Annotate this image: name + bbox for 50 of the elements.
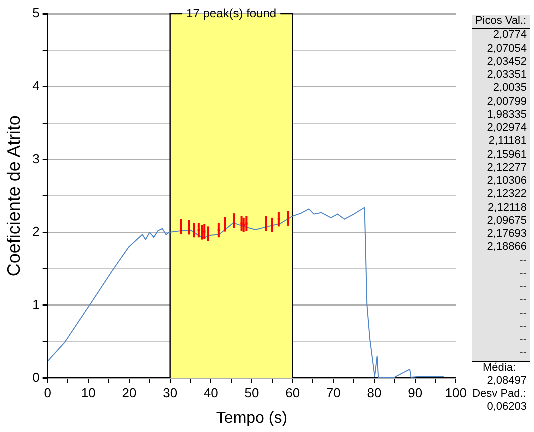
text: 2,0035 bbox=[492, 82, 528, 96]
y-tick-label: 2 bbox=[32, 224, 40, 240]
text: 2,03452 bbox=[486, 56, 528, 69]
text: 2,03351 bbox=[486, 69, 528, 82]
text: 2,17693 bbox=[486, 228, 528, 242]
x-tick-label: 10 bbox=[81, 386, 96, 401]
text: -- bbox=[518, 268, 528, 281]
text: 2,11181 bbox=[488, 135, 528, 148]
text: 0,06203 bbox=[486, 401, 527, 414]
x-axis-title: Tempo (s) bbox=[216, 410, 288, 427]
y-tick-label: 1 bbox=[32, 296, 40, 312]
text: 2,10306 bbox=[486, 175, 528, 188]
y-tick-label: 3 bbox=[32, 151, 40, 166]
text: -- bbox=[518, 308, 528, 321]
y-tick-label: 4 bbox=[32, 78, 40, 94]
band-label: 17 peak(s) found bbox=[186, 6, 277, 20]
text: -- bbox=[518, 294, 528, 308]
text: -- bbox=[518, 347, 528, 360]
text: -- bbox=[518, 281, 528, 294]
text: 2,18866 bbox=[486, 241, 528, 254]
y-tick-label: 0 bbox=[32, 370, 40, 385]
x-tick-label: 0 bbox=[44, 386, 52, 401]
text: 2,15961 bbox=[486, 148, 528, 162]
x-tick-label: 50 bbox=[244, 386, 260, 401]
text: 2,12322 bbox=[486, 188, 528, 202]
x-tick-label: 80 bbox=[367, 386, 382, 401]
text: 2,07054 bbox=[486, 42, 528, 56]
text: 2,09675 bbox=[486, 214, 528, 228]
text: 2,00799 bbox=[486, 96, 528, 109]
text: -- bbox=[518, 254, 528, 268]
y-axis-title: Coeficiente de Atrito bbox=[4, 116, 24, 277]
x-tick-label: 60 bbox=[286, 386, 300, 401]
x-tick-label: 100 bbox=[445, 386, 468, 401]
text: 2,12277 bbox=[486, 162, 528, 175]
text: Desv Pad.: bbox=[472, 388, 527, 402]
x-tick-label: 30 bbox=[163, 386, 178, 401]
text: 2,0774 bbox=[492, 29, 528, 42]
text: 2,08497 bbox=[486, 374, 527, 388]
text: -- bbox=[518, 334, 528, 348]
text: -- bbox=[518, 320, 528, 334]
text: Picos Val.: bbox=[472, 15, 530, 30]
y-tick-label: 5 bbox=[32, 6, 40, 21]
x-tick-label: 90 bbox=[408, 386, 423, 401]
text: 2,02974 bbox=[486, 122, 528, 136]
text: 1,98335 bbox=[486, 108, 528, 122]
text: 2,12118 bbox=[487, 202, 528, 215]
x-tick-label: 70 bbox=[326, 386, 341, 401]
x-tick-label: 40 bbox=[204, 386, 218, 401]
text: Média: bbox=[482, 362, 518, 375]
x-tick-label: 20 bbox=[122, 386, 137, 401]
